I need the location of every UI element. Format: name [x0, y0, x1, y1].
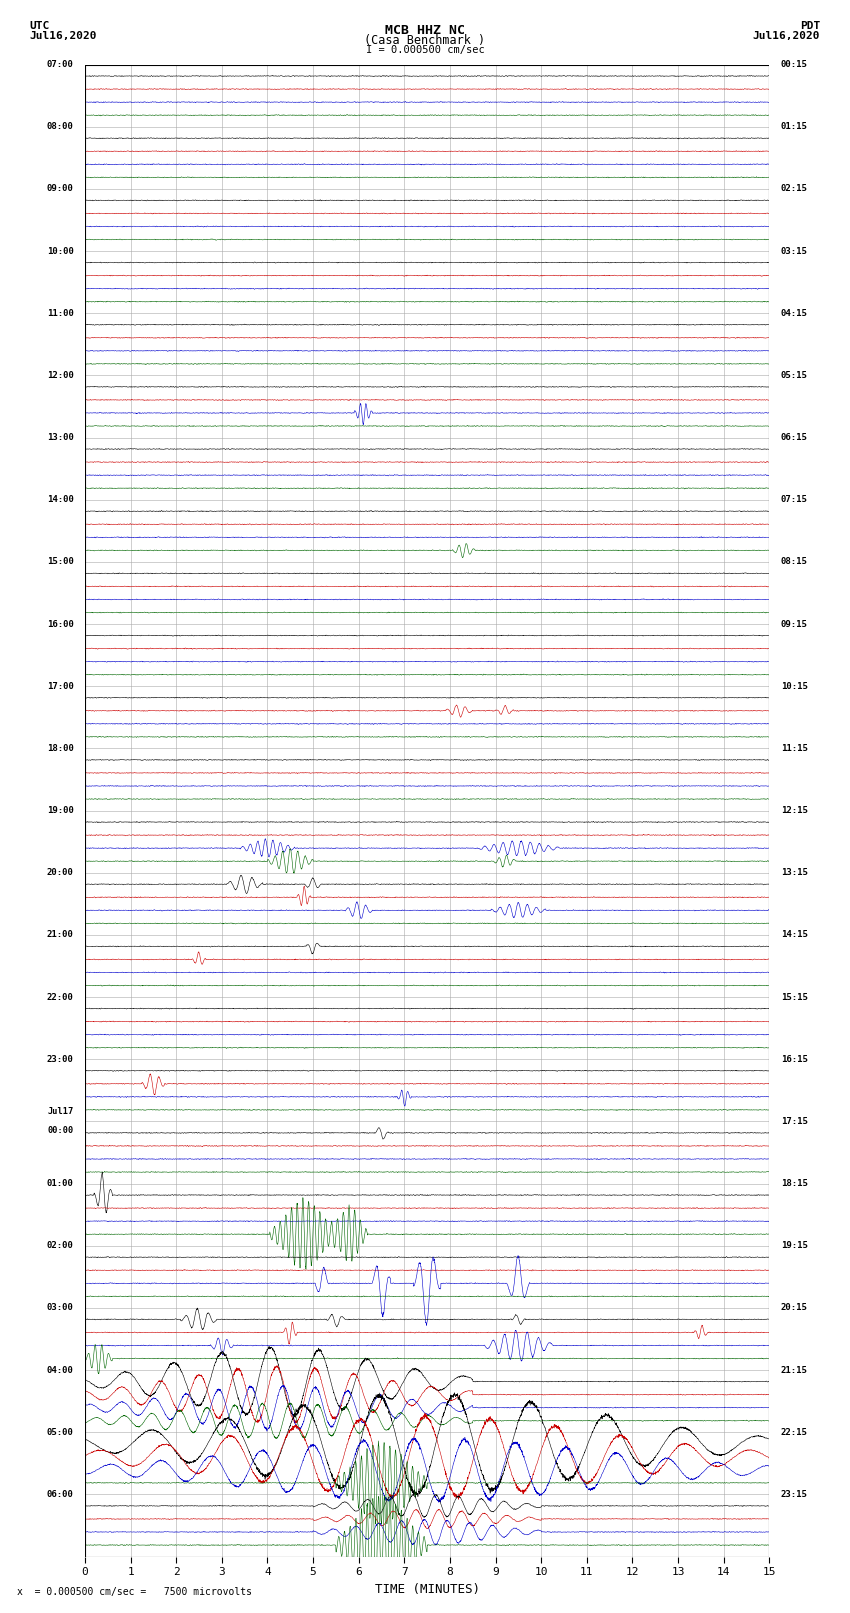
Text: x  = 0.000500 cm/sec =   7500 microvolts: x = 0.000500 cm/sec = 7500 microvolts [17, 1587, 252, 1597]
Text: 20:00: 20:00 [47, 868, 74, 877]
Text: UTC: UTC [30, 21, 50, 31]
Text: 04:15: 04:15 [780, 308, 808, 318]
Text: 21:15: 21:15 [780, 1366, 808, 1374]
Text: 07:15: 07:15 [780, 495, 808, 505]
Text: 16:00: 16:00 [47, 619, 74, 629]
Text: 06:15: 06:15 [780, 432, 808, 442]
Text: 09:00: 09:00 [47, 184, 74, 194]
Text: 10:15: 10:15 [780, 682, 808, 690]
Text: 05:00: 05:00 [47, 1428, 74, 1437]
Text: 20:15: 20:15 [780, 1303, 808, 1313]
Text: 00:15: 00:15 [780, 60, 808, 69]
Text: 00:00: 00:00 [48, 1126, 74, 1136]
Text: 07:00: 07:00 [47, 60, 74, 69]
Text: Jul17: Jul17 [48, 1108, 74, 1116]
Text: 02:00: 02:00 [47, 1242, 74, 1250]
Text: 22:15: 22:15 [780, 1428, 808, 1437]
Text: I = 0.000500 cm/sec: I = 0.000500 cm/sec [366, 45, 484, 55]
Text: 15:00: 15:00 [47, 558, 74, 566]
Text: 09:15: 09:15 [780, 619, 808, 629]
Text: MCB HHZ NC: MCB HHZ NC [385, 24, 465, 37]
Text: 15:15: 15:15 [780, 992, 808, 1002]
Text: 11:00: 11:00 [47, 308, 74, 318]
Text: 04:00: 04:00 [47, 1366, 74, 1374]
Text: (Casa Benchmark ): (Casa Benchmark ) [365, 34, 485, 47]
Text: 23:00: 23:00 [47, 1055, 74, 1063]
Text: Jul16,2020: Jul16,2020 [30, 31, 97, 40]
Text: 05:15: 05:15 [780, 371, 808, 379]
Text: 22:00: 22:00 [47, 992, 74, 1002]
Text: 13:00: 13:00 [47, 432, 74, 442]
Text: 08:15: 08:15 [780, 558, 808, 566]
Text: 01:15: 01:15 [780, 123, 808, 131]
Text: 14:15: 14:15 [780, 931, 808, 939]
Text: Jul16,2020: Jul16,2020 [753, 31, 820, 40]
Text: 18:00: 18:00 [47, 744, 74, 753]
Text: 23:15: 23:15 [780, 1490, 808, 1498]
Text: 16:15: 16:15 [780, 1055, 808, 1063]
Text: 18:15: 18:15 [780, 1179, 808, 1189]
Text: 10:00: 10:00 [47, 247, 74, 255]
Text: 08:00: 08:00 [47, 123, 74, 131]
Text: 17:00: 17:00 [47, 682, 74, 690]
Text: 12:15: 12:15 [780, 806, 808, 815]
Text: 17:15: 17:15 [780, 1116, 808, 1126]
X-axis label: TIME (MINUTES): TIME (MINUTES) [375, 1582, 479, 1595]
Text: 11:15: 11:15 [780, 744, 808, 753]
Text: 01:00: 01:00 [47, 1179, 74, 1189]
Text: PDT: PDT [800, 21, 820, 31]
Text: 03:00: 03:00 [47, 1303, 74, 1313]
Text: 21:00: 21:00 [47, 931, 74, 939]
Text: 03:15: 03:15 [780, 247, 808, 255]
Text: 19:15: 19:15 [780, 1242, 808, 1250]
Text: 06:00: 06:00 [47, 1490, 74, 1498]
Text: 13:15: 13:15 [780, 868, 808, 877]
Text: 19:00: 19:00 [47, 806, 74, 815]
Text: 14:00: 14:00 [47, 495, 74, 505]
Text: 12:00: 12:00 [47, 371, 74, 379]
Text: 02:15: 02:15 [780, 184, 808, 194]
